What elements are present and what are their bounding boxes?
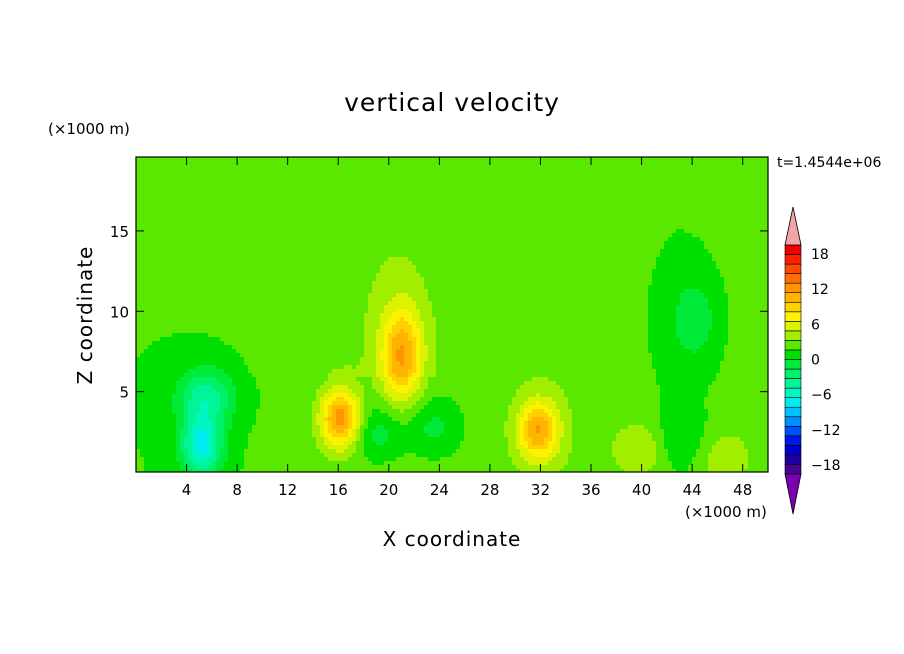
contour-field <box>136 157 768 472</box>
time-label: t=1.4544e+06 <box>777 155 882 171</box>
y-tick-label: 15 <box>110 223 129 241</box>
plot-frame <box>135 156 769 473</box>
colorbar-band <box>784 263 802 274</box>
y-unit-label: (×1000 m) <box>48 120 130 138</box>
colorbar-band <box>784 349 802 360</box>
x-axis-label: X coordinate <box>382 527 522 551</box>
x-unit-label: (×1000 m) <box>685 503 767 521</box>
colorbar-band <box>784 387 802 398</box>
x-tick-label: 16 <box>329 481 348 499</box>
colorbar-tick-label: 18 <box>811 247 829 263</box>
colorbar-band <box>784 273 802 284</box>
colorbar-tick-label: 0 <box>811 353 820 369</box>
colorbar-band <box>784 425 802 437</box>
colorbar-band <box>784 292 802 303</box>
colorbar-tick-label: −6 <box>811 388 832 404</box>
colorbar-tick-label: −12 <box>811 423 841 439</box>
colorbar-min-extension <box>784 473 802 515</box>
colorbar-band <box>784 445 802 456</box>
x-tick-label: 48 <box>733 481 752 499</box>
colorbar-tick-label: 12 <box>811 282 829 298</box>
y-tick-label: 5 <box>119 384 129 402</box>
x-tick-label: 28 <box>480 481 499 499</box>
colorbar-band <box>784 282 802 294</box>
colorbar-band <box>784 368 802 379</box>
x-tick-label: 36 <box>581 481 600 499</box>
chart-title: vertical velocity <box>344 88 560 117</box>
x-tick-label: 40 <box>632 481 651 499</box>
colorbar-band <box>784 254 802 265</box>
x-tick-label: 24 <box>430 481 449 499</box>
x-tick-label: 44 <box>683 481 702 499</box>
colorbar-band <box>784 330 802 341</box>
colorbar: 18 12 6 0 −6 −12 −18 <box>784 206 841 515</box>
colorbar-tick-label: 6 <box>811 317 820 333</box>
colorbar-band <box>784 301 802 313</box>
x-tick-label: 20 <box>379 481 398 499</box>
colorbar-band <box>784 244 802 255</box>
colorbar-band <box>784 416 802 427</box>
colorbar-band <box>784 406 802 418</box>
x-axis: 4 8 12 16 20 24 28 32 36 40 44 48 <box>182 157 752 499</box>
colorbar-tick-label: −18 <box>811 458 841 474</box>
x-tick-label: 8 <box>232 481 242 499</box>
colorbar-band <box>784 454 802 465</box>
colorbar-band <box>784 359 802 370</box>
colorbar-band <box>784 340 802 351</box>
x-tick-label: 32 <box>531 481 550 499</box>
colorbar-band <box>784 311 802 322</box>
y-axis: 5 10 15 <box>110 223 768 402</box>
colorbar-max-extension <box>784 206 802 246</box>
x-tick-label: 4 <box>182 481 192 499</box>
colorbar-band <box>784 321 802 332</box>
x-tick-label: 12 <box>278 481 297 499</box>
y-tick-label: 10 <box>110 303 129 321</box>
colorbar-band <box>784 397 802 408</box>
colorbar-band <box>784 464 802 475</box>
colorbar-band <box>784 378 802 389</box>
colorbar-band <box>784 435 802 446</box>
